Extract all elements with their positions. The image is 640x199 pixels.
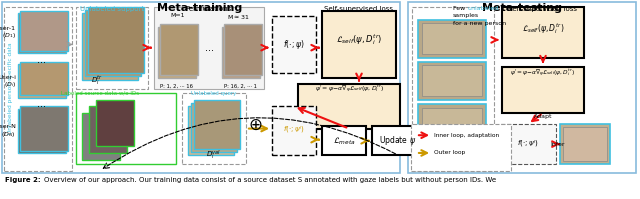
- Text: Unlabeled support: Unlabeled support: [80, 6, 144, 12]
- Bar: [76, 7, 148, 89]
- Bar: [194, 100, 240, 148]
- Bar: [502, 7, 584, 58]
- Text: ...: ...: [38, 55, 47, 65]
- Bar: [20, 62, 68, 95]
- Text: Infer: Infer: [550, 141, 564, 147]
- Text: ...: ...: [38, 99, 47, 109]
- Bar: [89, 106, 127, 153]
- Text: P: 16, 2, ··· 1: P: 16, 2, ··· 1: [225, 84, 257, 89]
- Bar: [82, 13, 138, 80]
- Bar: [422, 107, 482, 139]
- Text: $f(\cdot;\psi)$: $f(\cdot;\psi)$: [284, 38, 305, 51]
- Bar: [408, 2, 636, 173]
- Text: $\mathcal{L}_{meta}$: $\mathcal{L}_{meta}$: [333, 135, 355, 146]
- Text: $\mathcal{L}_{self}(\psi, D_i^{tr})$: $\mathcal{L}_{self}(\psi, D_i^{tr})$: [336, 32, 382, 47]
- Text: Unlabeled person-specific data: Unlabeled person-specific data: [8, 43, 13, 135]
- Bar: [224, 24, 262, 75]
- Text: $\oplus$: $\oplus$: [248, 116, 262, 134]
- Bar: [272, 16, 316, 73]
- Text: $(D_1)$: $(D_1)$: [2, 31, 16, 40]
- Text: User-1: User-1: [0, 26, 16, 31]
- Bar: [20, 11, 68, 51]
- Bar: [412, 7, 494, 171]
- Text: $\mathcal{L}_{self}(\psi, D_i^{tr})$: $\mathcal{L}_{self}(\psi, D_i^{tr})$: [522, 21, 564, 36]
- Bar: [322, 11, 396, 78]
- Text: $\psi'$$=$$\psi$$-$$\alpha\nabla_\psi\mathcal{L}_{self}(\psi, D_i^{tr})$: $\psi'$$=$$\psi$$-$$\alpha\nabla_\psi\ma…: [315, 84, 383, 96]
- Text: Self-supervised loss: Self-supervised loss: [509, 6, 577, 12]
- Bar: [322, 126, 366, 155]
- Bar: [160, 24, 198, 75]
- Bar: [88, 7, 144, 73]
- Text: $(D_N)$: $(D_N)$: [1, 130, 16, 139]
- Bar: [82, 113, 120, 160]
- Text: Self-supervised loss: Self-supervised loss: [324, 6, 394, 12]
- Text: M$\approx$31: M$\approx$31: [227, 13, 249, 21]
- Bar: [20, 106, 68, 151]
- Text: ···: ···: [205, 46, 214, 56]
- Bar: [76, 93, 176, 164]
- Bar: [222, 27, 260, 78]
- Text: Few: Few: [453, 6, 467, 11]
- Text: Overview of our approach. Our training data consist of a source dataset S annota: Overview of our approach. Our training d…: [44, 177, 495, 183]
- Text: $(D_i)$: $(D_i)$: [4, 80, 16, 89]
- Text: unlabeled: unlabeled: [467, 6, 498, 11]
- Text: Meta-testing: Meta-testing: [482, 3, 562, 13]
- Bar: [158, 27, 196, 78]
- Bar: [191, 103, 237, 152]
- Bar: [2, 2, 400, 173]
- Text: Inner loop, adaptation: Inner loop, adaptation: [434, 133, 499, 138]
- Bar: [188, 106, 234, 155]
- Bar: [96, 100, 134, 146]
- Text: Update $\psi$: Update $\psi$: [380, 134, 417, 147]
- Text: samples: samples: [453, 13, 479, 18]
- Text: for a new person: for a new person: [453, 21, 506, 26]
- Text: P: 1, 2, ··· 16: P: 1, 2, ··· 16: [161, 84, 193, 89]
- Bar: [422, 23, 482, 54]
- Text: Figure 2:: Figure 2:: [5, 177, 44, 183]
- Text: M=1: M=1: [171, 13, 185, 18]
- Bar: [418, 20, 486, 58]
- Text: Meta-training: Meta-training: [157, 3, 243, 13]
- Text: User-i: User-i: [0, 75, 16, 80]
- Text: Labeled source data w/o IDs: Labeled source data w/o IDs: [61, 91, 139, 96]
- Bar: [560, 124, 610, 164]
- Bar: [372, 126, 424, 155]
- Text: User-N: User-N: [0, 124, 16, 129]
- Text: $D_i^{val}$: $D_i^{val}$: [207, 148, 221, 162]
- Bar: [18, 13, 66, 53]
- Text: $f(\cdot;\psi')$: $f(\cdot;\psi')$: [283, 125, 305, 136]
- Bar: [18, 109, 66, 153]
- Bar: [411, 124, 511, 171]
- Bar: [418, 62, 486, 100]
- Bar: [4, 7, 72, 171]
- Bar: [563, 128, 607, 161]
- Text: $D_i^{tr}$: $D_i^{tr}$: [91, 73, 103, 86]
- Bar: [154, 7, 264, 89]
- Text: Unlabeled query: Unlabeled query: [191, 91, 237, 96]
- Text: $\psi'$$=$$\psi$$-$$\alpha\nabla_\psi\mathcal{L}_{self}(\psi, D_i^{tr})$: $\psi'$$=$$\psi$$-$$\alpha\nabla_\psi\ma…: [511, 68, 575, 79]
- Text: Outer loop: Outer loop: [434, 150, 465, 155]
- Bar: [298, 84, 400, 129]
- Bar: [502, 66, 584, 113]
- Bar: [182, 93, 246, 164]
- Bar: [500, 124, 556, 164]
- Bar: [272, 106, 316, 155]
- Text: Adapt: Adapt: [534, 114, 552, 119]
- Text: $f(\cdot;\psi')$: $f(\cdot;\psi')$: [517, 139, 539, 150]
- Text: Permutations: Permutations: [186, 6, 232, 12]
- Bar: [422, 65, 482, 97]
- Bar: [85, 10, 141, 76]
- Bar: [418, 104, 486, 142]
- Bar: [18, 64, 66, 98]
